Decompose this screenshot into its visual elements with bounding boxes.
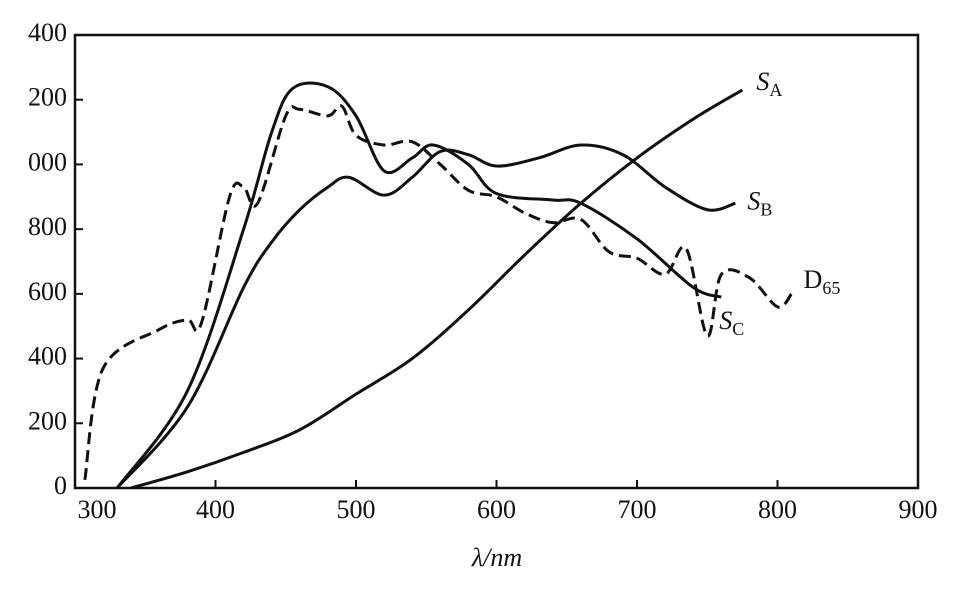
x-tick-label: 400 [196,495,235,524]
series-label: D65 [804,265,841,298]
y-tick-label: 400 [28,342,67,371]
y-tick-label: 400 [28,18,67,47]
x-tick-label: 500 [337,495,376,524]
x-tick-label: 700 [618,495,657,524]
y-tick-label: 600 [28,277,67,306]
y-tick-label: 200 [28,83,67,112]
x-tick-label: 900 [899,495,938,524]
y-tick-label: 200 [28,406,67,435]
series-name: D [804,265,823,294]
series-line [83,104,793,481]
series-label: SB [747,186,772,219]
series-line [115,81,722,489]
y-tick-label: 000 [28,147,67,176]
series-label: SC [719,306,744,339]
x-tick-label: 600 [477,495,516,524]
y-tick-label: 0 [54,471,67,500]
x-tick-label: 300 [78,495,117,524]
series-line [130,88,744,490]
series-label: SA [756,67,782,100]
plot-frame [73,33,920,490]
y-tick-label: 800 [28,212,67,241]
series-name: S [747,186,760,215]
series-subscript: B [760,199,772,219]
series-subscript: 65 [822,278,840,298]
x-tick-label: 800 [758,495,797,524]
series-name: S [756,67,769,96]
series-subscript: C [732,319,744,339]
series-subscript: A [769,80,782,100]
series-name: S [719,306,732,335]
x-axis-label: λ/nm [471,543,522,572]
series-line [116,143,736,489]
